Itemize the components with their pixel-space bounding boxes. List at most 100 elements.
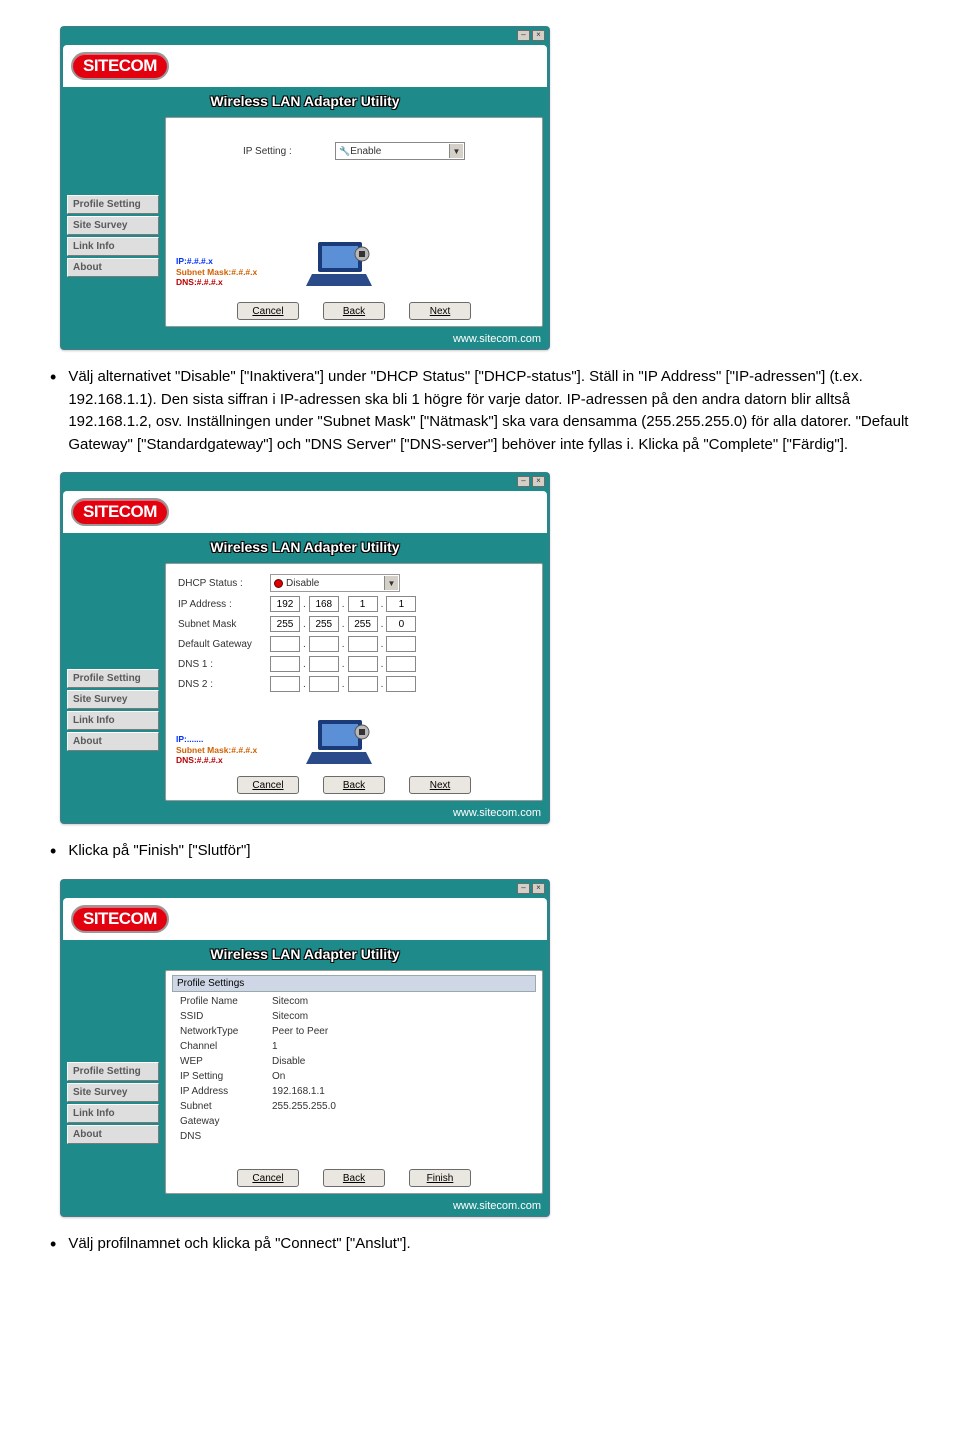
finish-button[interactable]: Finish — [409, 1169, 471, 1187]
profile-row: IP Address192.168.1.1 — [176, 1084, 532, 1099]
minimize-icon[interactable]: – — [517, 883, 530, 894]
sidebar-item-profile[interactable]: Profile Setting — [67, 669, 159, 688]
subnet-label: Subnet Mask — [178, 619, 270, 630]
mask-octet-4[interactable] — [386, 616, 416, 632]
gateway-input[interactable]: . . . — [270, 636, 416, 652]
dns2-octet-1[interactable] — [270, 676, 300, 692]
dns2-octet-2[interactable] — [309, 676, 339, 692]
instruction-1-text: Välj alternativet "Disable" ["Inaktivera… — [68, 366, 910, 456]
profile-row-label: WEP — [180, 1056, 272, 1067]
chevron-down-icon[interactable]: ▼ — [449, 144, 463, 158]
brand-logo: SITECOM — [71, 905, 169, 933]
utility-window-3: – × SITECOM Wireless LAN Adapter Utility… — [60, 879, 550, 1217]
instruction-3-text: Välj profilnamnet och klicka på "Connect… — [68, 1233, 410, 1256]
dns1-label: DNS 1 : — [178, 659, 270, 670]
logo-bar: SITECOM — [63, 491, 547, 533]
next-button[interactable]: Next — [409, 776, 471, 794]
sidebar-item-survey[interactable]: Site Survey — [67, 690, 159, 709]
ip-octet-3[interactable] — [348, 596, 378, 612]
back-button[interactable]: Back — [323, 302, 385, 320]
gw-octet-2[interactable] — [309, 636, 339, 652]
radio-icon — [274, 579, 283, 588]
window-titlebar: – × — [61, 880, 549, 896]
dns2-octet-3[interactable] — [348, 676, 378, 692]
cancel-button[interactable]: Cancel — [237, 302, 299, 320]
instruction-1: • Välj alternativet "Disable" ["Inaktive… — [50, 366, 910, 456]
profile-row: WEPDisable — [176, 1054, 532, 1069]
window-titlebar: – × — [61, 473, 549, 489]
mask-octet-3[interactable] — [348, 616, 378, 632]
info-block: IP:....... Subnet Mask:#.#.#.x DNS:#.#.#… — [176, 734, 257, 766]
sidebar-item-survey[interactable]: Site Survey — [67, 1083, 159, 1102]
sidebar-item-about[interactable]: About — [67, 732, 159, 751]
app-title: Wireless LAN Adapter Utility — [61, 87, 549, 117]
dns1-octet-4[interactable] — [386, 656, 416, 672]
dns2-input[interactable]: . . . — [270, 676, 416, 692]
panel-title: Profile Settings — [172, 975, 536, 992]
profile-row: Subnet255.255.255.0 — [176, 1099, 532, 1114]
profile-row-label: Gateway — [180, 1116, 272, 1127]
back-button[interactable]: Back — [323, 776, 385, 794]
profile-row-label: Subnet — [180, 1101, 272, 1112]
profile-row-label: NetworkType — [180, 1026, 272, 1037]
dns1-octet-2[interactable] — [309, 656, 339, 672]
bullet-icon: • — [50, 840, 56, 863]
ip-octet-2[interactable] — [309, 596, 339, 612]
gw-octet-3[interactable] — [348, 636, 378, 652]
close-icon[interactable]: × — [532, 476, 545, 487]
sidebar: Profile Setting Site Survey Link Info Ab… — [67, 117, 159, 327]
mask-octet-1[interactable] — [270, 616, 300, 632]
chevron-down-icon[interactable]: ▼ — [384, 576, 398, 590]
ip-octet-4[interactable] — [386, 596, 416, 612]
profile-row-value: Sitecom — [272, 996, 402, 1007]
sidebar-item-about[interactable]: About — [67, 1125, 159, 1144]
button-row: Cancel Back Next — [166, 776, 542, 794]
cancel-button[interactable]: Cancel — [237, 1169, 299, 1187]
sidebar-item-link[interactable]: Link Info — [67, 711, 159, 730]
minimize-icon[interactable]: – — [517, 476, 530, 487]
gateway-label: Default Gateway — [178, 639, 270, 650]
ip-octet-1[interactable] — [270, 596, 300, 612]
dns1-octet-3[interactable] — [348, 656, 378, 672]
close-icon[interactable]: × — [532, 30, 545, 41]
sidebar-item-profile[interactable]: Profile Setting — [67, 1062, 159, 1081]
gw-octet-1[interactable] — [270, 636, 300, 652]
content-panel: Profile Settings Profile NameSitecomSSID… — [165, 970, 543, 1194]
minimize-icon[interactable]: – — [517, 30, 530, 41]
ip-address-input[interactable]: . . . — [270, 596, 416, 612]
dns1-input[interactable]: . . . — [270, 656, 416, 672]
dhcp-status-value: Disable — [286, 578, 319, 589]
sidebar-item-link[interactable]: Link Info — [67, 237, 159, 256]
back-button[interactable]: Back — [323, 1169, 385, 1187]
sidebar-item-about[interactable]: About — [67, 258, 159, 277]
dhcp-status-combo[interactable]: Disable ▼ — [270, 574, 400, 592]
content-panel: IP Setting : 🔧 Enable ▼ IP:#.#.#.x Subne… — [165, 117, 543, 327]
utility-window-1: – × SITECOM Wireless LAN Adapter Utility… — [60, 26, 550, 350]
close-icon[interactable]: × — [532, 883, 545, 894]
sidebar-item-link[interactable]: Link Info — [67, 1104, 159, 1123]
profile-row: SSIDSitecom — [176, 1009, 532, 1024]
cancel-button[interactable]: Cancel — [237, 776, 299, 794]
profile-row-value: On — [272, 1071, 402, 1082]
info-mask: Subnet Mask:#.#.#.x — [176, 745, 257, 756]
profile-row: Profile NameSitecom — [176, 994, 532, 1009]
profile-row-value: 192.168.1.1 — [272, 1086, 402, 1097]
sidebar-item-survey[interactable]: Site Survey — [67, 216, 159, 235]
subnet-input[interactable]: . . . — [270, 616, 416, 632]
gw-octet-4[interactable] — [386, 636, 416, 652]
ip-setting-combo[interactable]: 🔧 Enable ▼ — [335, 142, 465, 160]
app-title: Wireless LAN Adapter Utility — [61, 940, 549, 970]
profile-row-label: IP Setting — [180, 1071, 272, 1082]
ip-address-label: IP Address : — [178, 599, 270, 610]
laptop-icon — [306, 240, 386, 292]
mask-octet-2[interactable] — [309, 616, 339, 632]
window-titlebar: – × — [61, 27, 549, 43]
sidebar-item-profile[interactable]: Profile Setting — [67, 195, 159, 214]
info-dns: DNS:#.#.#.x — [176, 755, 257, 766]
sidebar: Profile Setting Site Survey Link Info Ab… — [67, 563, 159, 801]
info-block: IP:#.#.#.x Subnet Mask:#.#.#.x DNS:#.#.#… — [176, 256, 257, 288]
dns1-octet-1[interactable] — [270, 656, 300, 672]
dns2-octet-4[interactable] — [386, 676, 416, 692]
profile-row-label: DNS — [180, 1131, 272, 1142]
next-button[interactable]: Next — [409, 302, 471, 320]
